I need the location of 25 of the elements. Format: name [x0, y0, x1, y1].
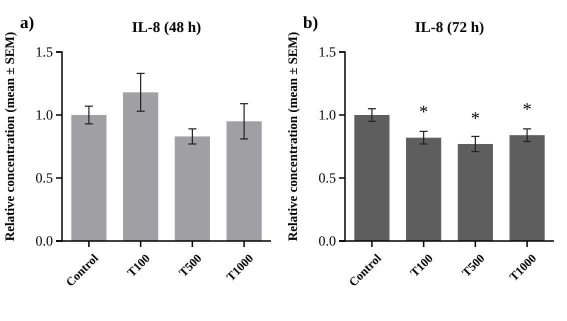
chart-title: IL-8 (72 h)	[414, 20, 484, 36]
y-tick-label: 1.5	[36, 45, 53, 60]
y-tick-label: 1.0	[318, 108, 336, 124]
bar	[354, 115, 390, 241]
bar	[226, 121, 262, 241]
y-tick-label: 1.5	[318, 45, 336, 60]
bar	[123, 92, 158, 241]
annotation: *	[522, 99, 532, 120]
text: b)	[303, 13, 318, 32]
y-axis-title: Relative concentration (mean ± SEM)	[2, 32, 17, 242]
chart-title: IL-8 (48 h)	[132, 20, 202, 36]
bar	[174, 136, 210, 241]
bar	[458, 144, 493, 241]
annotation: *	[419, 102, 428, 122]
y-tick-label: 0.0	[318, 234, 336, 250]
bar	[406, 138, 442, 241]
y-tick-label: 0.0	[36, 234, 53, 250]
bar	[71, 115, 106, 241]
bar	[510, 135, 545, 241]
y-tick-label: 0.5	[318, 171, 336, 186]
y-axis-title: Relative concentration (mean ± SEM)	[285, 32, 300, 242]
annotation: *	[470, 108, 480, 128]
y-tick-label: 0.5	[36, 171, 53, 186]
text: a)	[20, 13, 34, 32]
y-tick-label: 1.0	[36, 108, 53, 124]
